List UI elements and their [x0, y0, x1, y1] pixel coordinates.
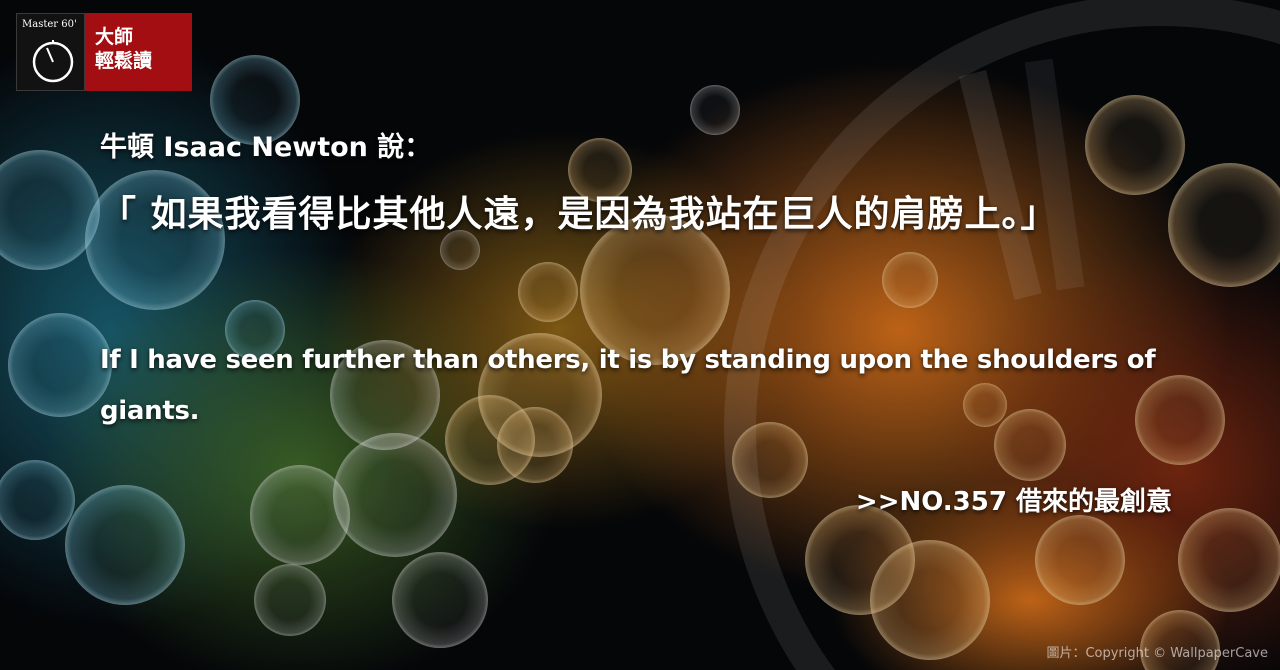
logo[interactable]: Master 60' 大師 輕鬆讀 [16, 13, 192, 91]
quote-chinese: 「 如果我看得比其他人遠，是因為我站在巨人的肩膀上。」 [100, 194, 1058, 235]
image-credit: 圖片：Copyright © WallpaperCave [1046, 646, 1268, 661]
logo-title-line1: 大師 [95, 26, 134, 48]
logo-brand-text: Master 60' [22, 19, 77, 30]
logo-title-panel: 大師 輕鬆讀 [85, 13, 192, 91]
logo-brand-panel: Master 60' [16, 13, 85, 91]
clock-icon [32, 40, 74, 83]
article-source-link[interactable]: >>NO.357 借來的最創意 [855, 487, 1172, 517]
quote-speaker: 牛頓 Isaac Newton 說： [100, 132, 432, 163]
quote-english: If I have seen further than others, it i… [100, 345, 1156, 426]
logo-title-line2: 輕鬆讀 [95, 50, 153, 72]
